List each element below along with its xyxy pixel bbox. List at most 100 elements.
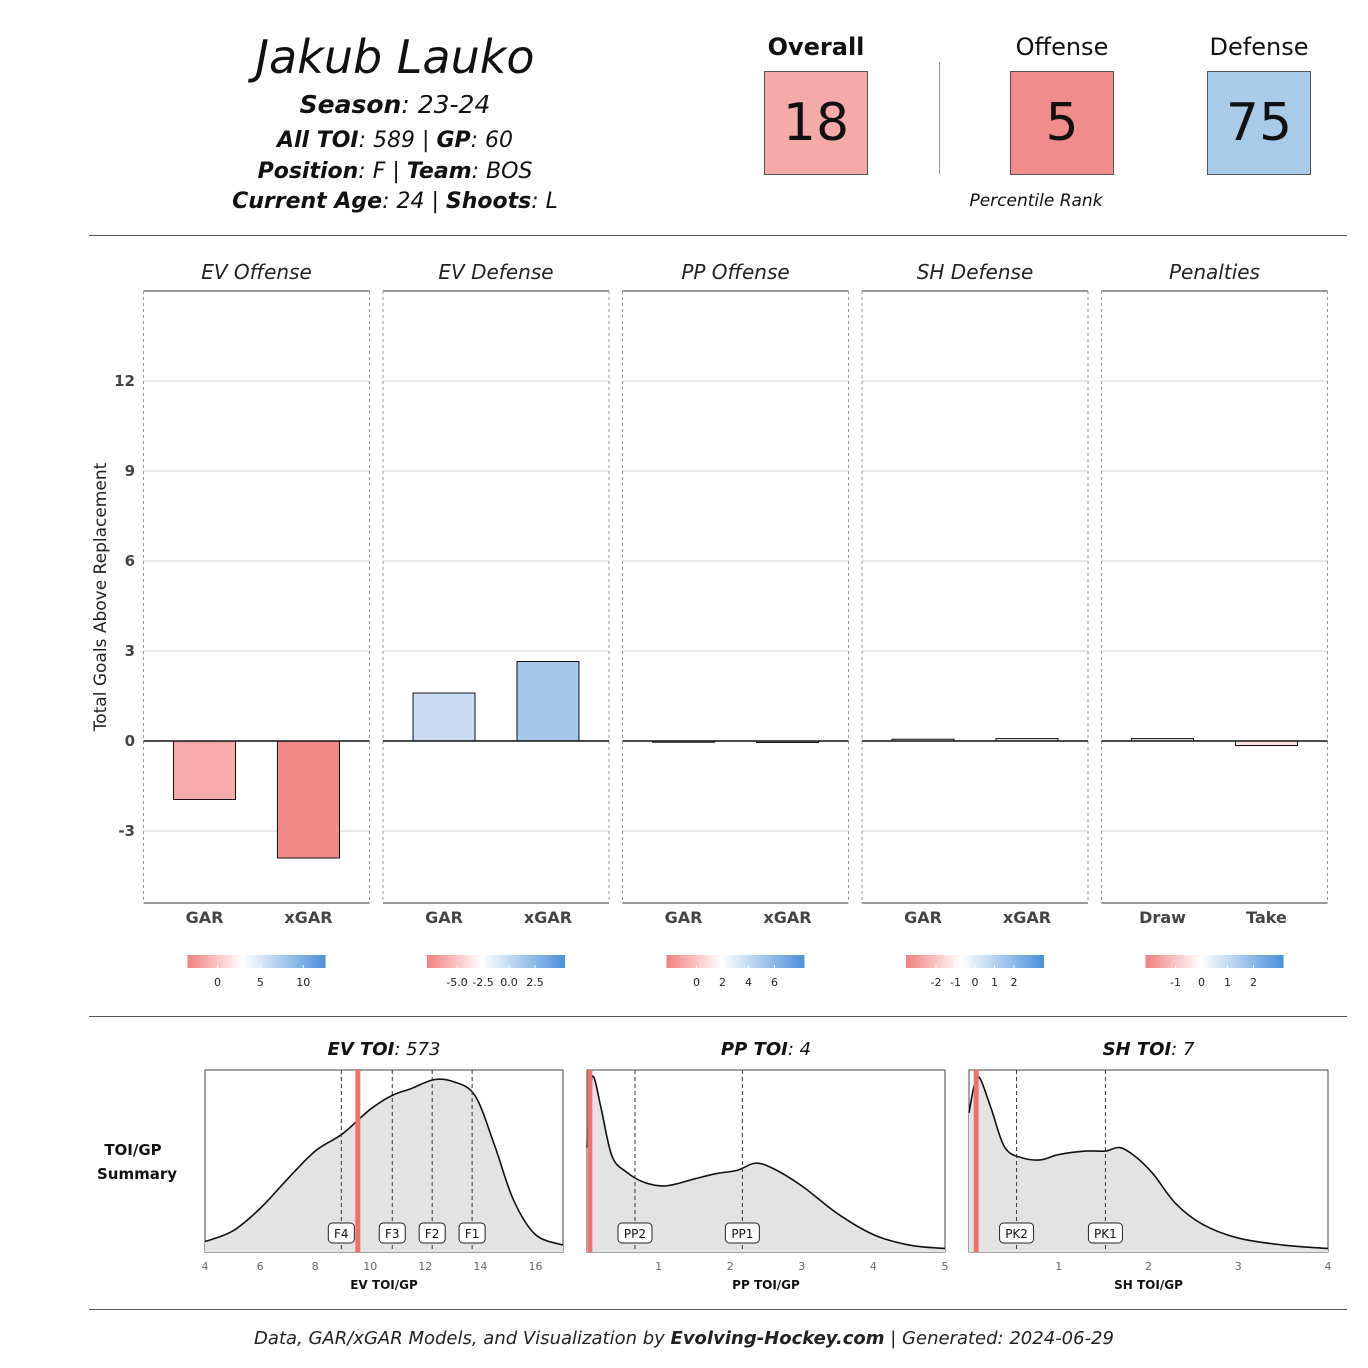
- toi-title-value: : 573: [394, 1039, 440, 1060]
- player-name: Jakub Lauko: [255, 30, 535, 84]
- shoots-value: L: [545, 189, 558, 214]
- toi-gp-line: All TOI: 589 | GP: 60: [276, 128, 514, 153]
- line-label: PP2: [624, 1227, 646, 1241]
- bar-xgar: [516, 661, 580, 742]
- panel-title: Penalties: [1169, 260, 1260, 284]
- density-curve: [968, 1075, 1329, 1250]
- y-tick-label: 9: [125, 462, 135, 480]
- line-badge-pk2: [999, 1222, 1035, 1244]
- bar-gar: [412, 692, 476, 742]
- bar-panel-penalties: Penalties Draw Take -1 0 1 2: [1101, 260, 1328, 989]
- legend-tick-label: 4: [745, 976, 752, 989]
- x-tick-label: 12: [418, 1260, 432, 1273]
- team-label: Team: [406, 159, 472, 184]
- toi-panel-title: EV TOI: 573: [328, 1039, 441, 1060]
- legend-tick-label: 0: [972, 976, 979, 989]
- density-area: [587, 1076, 945, 1252]
- line-badge-f1: [458, 1222, 486, 1244]
- offense-label: Offense: [1015, 33, 1109, 61]
- line-badge-pk1: [1087, 1222, 1123, 1244]
- x-tick-label: xGAR: [524, 908, 572, 927]
- legend-tick-label: 2: [1250, 976, 1257, 989]
- panel-title: SH Defense: [917, 260, 1034, 284]
- footer-brand[interactable]: Evolving-Hockey.com: [670, 1328, 885, 1349]
- color-legend-bar: [1145, 955, 1284, 968]
- x-axis-title: EV TOI/GP: [350, 1278, 418, 1292]
- toi-value: 589: [373, 128, 416, 153]
- bar-panel-pp-offense: PP Offense GAR xGAR 0 2 4 6: [622, 260, 849, 989]
- y-tick-label: 3: [125, 642, 135, 660]
- row-label-summary: Summary: [97, 1165, 177, 1183]
- position-value: F: [372, 159, 386, 184]
- line-badge-f4: [327, 1222, 355, 1244]
- color-legend-bar: [427, 955, 565, 968]
- density-curve: [204, 1078, 564, 1246]
- legend-tick-label: 1: [991, 976, 998, 989]
- age-value: 24: [396, 189, 425, 214]
- color-legend-bar: [906, 955, 1044, 968]
- legend-tick-label: 0: [693, 976, 700, 989]
- toi-panel-2: PP TOI: 4 PP2 PP1 1 2 3 4 5 PP TOI/GP: [586, 1039, 949, 1292]
- gp-label: GP: [436, 128, 471, 153]
- season-line: Season: 23-24: [299, 90, 491, 119]
- bar-panel-ev-defense: EV Defense GAR xGAR -5.0 -2.5 0.0 2.5: [382, 260, 610, 989]
- bar-xgar: [276, 740, 340, 859]
- legend-tick-label: 2.5: [526, 976, 544, 989]
- toi-title-label: EV TOI: [328, 1039, 395, 1060]
- line-label: F3: [385, 1227, 400, 1241]
- y-tick-label: 0: [125, 732, 135, 750]
- row-label-toi: TOI/GP: [104, 1141, 161, 1159]
- legend-tick-label: 10: [296, 976, 310, 989]
- footer-generated: | Generated: 2024-06-29: [890, 1328, 1114, 1349]
- x-tick-label: 4: [870, 1260, 877, 1273]
- age-label: Current Age: [232, 189, 383, 214]
- x-tick-label: xGAR: [763, 908, 811, 927]
- x-tick-label: GAR: [425, 908, 463, 927]
- x-tick-label: xGAR: [284, 908, 332, 927]
- color-legend-bar: [187, 955, 326, 968]
- x-axis-title: PP TOI/GP: [732, 1278, 800, 1292]
- x-tick-label: 4: [1325, 1260, 1332, 1273]
- legend-tick-label: -1: [1170, 976, 1181, 989]
- footer-credit: Data, GAR/xGAR Models, and Visualization…: [0, 1328, 1368, 1349]
- bar-panel-sh-defense: SH Defense GAR xGAR -2 -1 0 1 2: [861, 260, 1089, 989]
- panel-title: EV Offense: [201, 260, 312, 284]
- shoots-label: Shoots: [445, 189, 532, 214]
- density-area: [969, 1076, 1328, 1252]
- toi-title-value: : 4: [788, 1039, 811, 1060]
- legend-tick-label: -1: [950, 976, 961, 989]
- x-tick-label: 6: [257, 1260, 264, 1273]
- y-tick-label: 12: [114, 372, 135, 390]
- defense-label: Defense: [1209, 33, 1309, 61]
- line-badge-pp2: [617, 1222, 653, 1244]
- line-label: PP1: [731, 1227, 753, 1241]
- toi-panel-1: EV TOI: 573 F4 F3 F2 F1 4 6 8 10 12 14 16 EV TOI/GP: [202, 1039, 564, 1292]
- panel-title: PP Offense: [681, 260, 789, 284]
- toi-panel-title: SH TOI: 7: [1103, 1039, 1195, 1060]
- line-label: F4: [334, 1227, 349, 1241]
- y-axis-title: Total Goals Above Replacement: [91, 462, 111, 732]
- overall-rank-box: 18: [764, 71, 868, 175]
- line-label: PK1: [1094, 1227, 1117, 1241]
- rank-divider: [939, 62, 940, 174]
- position-team-line: Position: F | Team: BOS: [257, 159, 533, 184]
- gp-value: 60: [485, 128, 514, 153]
- offense-rank-box: 5: [1010, 71, 1114, 175]
- legend-tick-label: 0: [1198, 976, 1205, 989]
- age-shoots-line: Current Age: 24 | Shoots: L: [232, 189, 558, 214]
- x-tick-label: Draw: [1139, 908, 1186, 927]
- season-value: 23-24: [417, 90, 491, 119]
- line-badge-f3: [378, 1222, 406, 1244]
- toi-panel-title: PP TOI: 4: [721, 1039, 811, 1060]
- middle-rule: [89, 1016, 1347, 1017]
- x-tick-label: 3: [798, 1260, 805, 1273]
- legend-tick-label: 2: [719, 976, 726, 989]
- legend-tick-label: 6: [771, 976, 778, 989]
- overall-label: Overall: [767, 33, 865, 61]
- bar-gar: [173, 740, 237, 800]
- x-tick-label: GAR: [186, 908, 224, 927]
- line-badge-f2: [418, 1222, 446, 1244]
- legend-tick-label: 2: [1011, 976, 1018, 989]
- y-tick-label: -3: [118, 822, 135, 840]
